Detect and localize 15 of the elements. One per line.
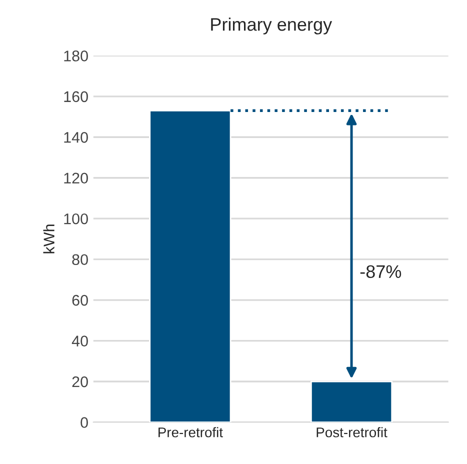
y-tick-label: 180 — [64, 50, 88, 62]
chart-title: Primary energy — [211, 18, 332, 34]
y-tick-label: 160 — [64, 91, 88, 102]
y-tick-label: 100 — [64, 213, 88, 224]
x-tick-label: Post-retrofit — [316, 427, 388, 438]
y-tick-label: 80 — [72, 254, 88, 266]
y-tick-label: 20 — [72, 376, 88, 388]
annotation: -87% — [360, 265, 402, 278]
x-tick-label: Pre-retrofit — [158, 427, 223, 438]
y-axis-title: kWh — [43, 224, 54, 254]
y-tick-label: 0 — [80, 417, 88, 428]
y-tick-label: 120 — [64, 172, 88, 184]
y-tick-label: 40 — [72, 336, 88, 346]
y-tick-label: 140 — [64, 132, 88, 143]
y-tick-label: 60 — [72, 294, 88, 306]
